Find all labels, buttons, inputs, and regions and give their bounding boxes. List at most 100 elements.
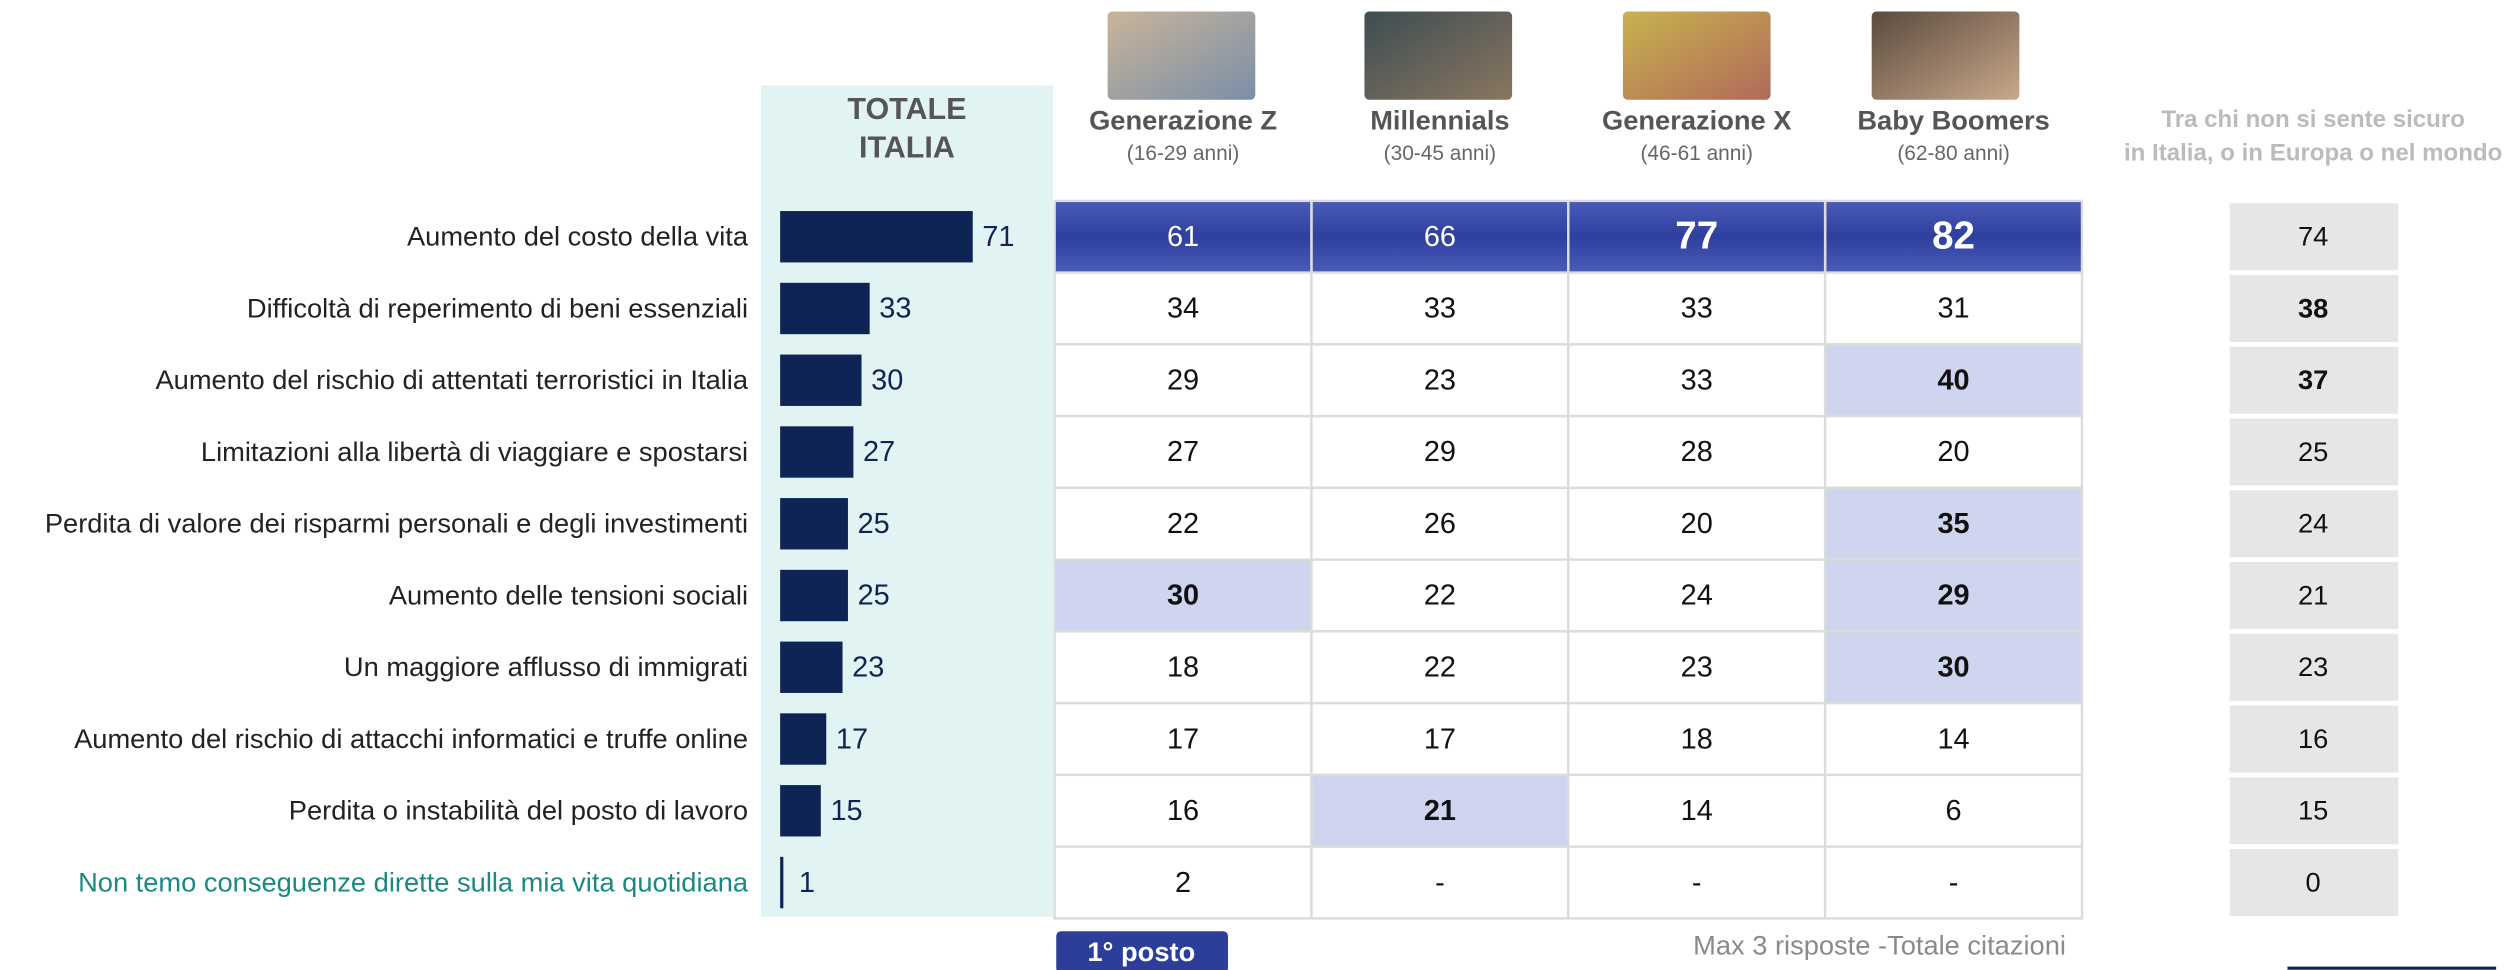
secondary-value: 16: [2298, 723, 2328, 754]
category-label: Aumento del rischio di attacchi informat…: [74, 723, 748, 754]
cell-value: 30: [1938, 652, 1970, 684]
value-label: 15: [830, 795, 862, 827]
cell-value: -: [1949, 867, 1959, 899]
cell-value: -: [1692, 867, 1702, 899]
cell-value: 26: [1424, 508, 1456, 540]
cell-value: 22: [1424, 652, 1456, 684]
photo: [1364, 11, 1512, 99]
secondary-value: 37: [2298, 364, 2328, 395]
column-sub: (46-61 anni): [1640, 142, 1752, 165]
legend-text: 1° posto: [1087, 936, 1195, 967]
cell-value: 23: [1424, 364, 1456, 396]
cell-value: 30: [1167, 580, 1199, 612]
cell-value: 34: [1167, 293, 1199, 325]
cell-value: 18: [1167, 652, 1199, 684]
page: 1° posto Max 3 risposte -Totale citazion…: [0, 0, 2517, 970]
value-label: 25: [858, 580, 890, 612]
value-label: 23: [852, 652, 884, 684]
column-name: Generazione X: [1602, 104, 1791, 135]
cell-value: 23: [1681, 652, 1713, 684]
cell-value: 14: [1938, 723, 1970, 755]
category-label: Limitazioni alla libertà di viaggiare e …: [201, 436, 748, 467]
bar: [780, 642, 842, 693]
chart: 1° posto Max 3 risposte -Totale citazion…: [0, 0, 2517, 970]
cell-value: 17: [1424, 723, 1456, 755]
category-label: Aumento del costo della vita: [407, 221, 749, 252]
cell-value: 77: [1675, 215, 1718, 258]
cell-value: -: [1435, 867, 1445, 899]
cell-value: 66: [1424, 221, 1456, 253]
secondary-value: 74: [2298, 221, 2328, 252]
photo: [1108, 11, 1256, 99]
secondary-title: Tra chi non si sente sicuro: [2161, 106, 2465, 133]
bar: [780, 283, 870, 334]
cell-value: 20: [1681, 508, 1713, 540]
value-label: 30: [871, 364, 903, 396]
category-label: Perdita o instabilità del posto di lavor…: [289, 795, 748, 826]
cell-value: 82: [1932, 215, 1975, 258]
cell-value: 40: [1938, 364, 1970, 396]
column-name: Generazione Z: [1089, 104, 1277, 135]
bar: [780, 211, 973, 262]
secondary-value: 23: [2298, 651, 2328, 682]
cell-value: 14: [1681, 795, 1713, 827]
cell-value: 24: [1681, 580, 1713, 612]
bar: [780, 713, 826, 764]
secondary-title: in Italia, o in Europa o nel mondo: [2124, 140, 2502, 167]
cell-value: 61: [1167, 221, 1199, 253]
cell-value: 16: [1167, 795, 1199, 827]
panel-title: ITALIA: [859, 131, 955, 165]
bar: [780, 355, 861, 406]
cell-value: 20: [1938, 436, 1970, 468]
category-label: Un maggiore afflusso di immigrati: [344, 651, 748, 682]
cell-value: 31: [1938, 293, 1970, 325]
cell-value: 33: [1681, 364, 1713, 396]
column-sub: (16-29 anni): [1127, 142, 1239, 165]
panel-title: TOTALE: [847, 92, 966, 126]
cell-value: 22: [1424, 580, 1456, 612]
column-sub: (62-80 anni): [1897, 142, 2009, 165]
bar: [780, 426, 853, 477]
cell-value: 6: [1946, 795, 1962, 827]
category-label: Aumento del rischio di attentati terrori…: [155, 364, 748, 395]
cell-value: 27: [1167, 436, 1199, 468]
bar: [780, 785, 821, 836]
photo: [1623, 11, 1771, 99]
cell-value: 18: [1681, 723, 1713, 755]
column-sub: (30-45 anni): [1384, 142, 1496, 165]
cell-value: 2: [1175, 867, 1191, 899]
cell-value: 33: [1424, 293, 1456, 325]
value-label: 33: [879, 293, 911, 325]
bar: [780, 857, 783, 908]
value-label: 27: [863, 436, 895, 468]
cell-value: 22: [1167, 508, 1199, 540]
photo: [1872, 11, 2020, 99]
cell-value: 21: [1424, 795, 1456, 827]
secondary-value: 15: [2298, 795, 2328, 826]
category-label: Aumento delle tensioni sociali: [389, 579, 748, 610]
category-label: Difficoltà di reperimento di beni essenz…: [247, 292, 748, 323]
category-label: Non temo conseguenze dirette sulla mia v…: [78, 866, 749, 897]
secondary-value: 24: [2298, 508, 2328, 539]
cell-value: 33: [1681, 293, 1713, 325]
bar: [780, 498, 848, 549]
note: Max 3 risposte -Totale citazioni: [1693, 930, 2066, 961]
value-label: 71: [982, 221, 1014, 253]
cell-value: 29: [1938, 580, 1970, 612]
column-name: Millennials: [1370, 104, 1509, 135]
cell-value: 29: [1167, 364, 1199, 396]
cell-value: 28: [1681, 436, 1713, 468]
value-label: 25: [858, 508, 890, 540]
cell-value: 35: [1938, 508, 1970, 540]
secondary-value: 38: [2298, 292, 2328, 323]
secondary-value: 25: [2298, 436, 2328, 467]
secondary-value: 21: [2298, 579, 2328, 610]
category-label: Perdita di valore dei risparmi personali…: [45, 508, 748, 539]
value-label: 17: [836, 723, 868, 755]
cell-value: 17: [1167, 723, 1199, 755]
secondary-value: 0: [2306, 866, 2321, 897]
column-name: Baby Boomers: [1857, 104, 2049, 135]
bar: [780, 570, 848, 621]
value-label: 1: [799, 867, 815, 899]
cell-value: 29: [1424, 436, 1456, 468]
